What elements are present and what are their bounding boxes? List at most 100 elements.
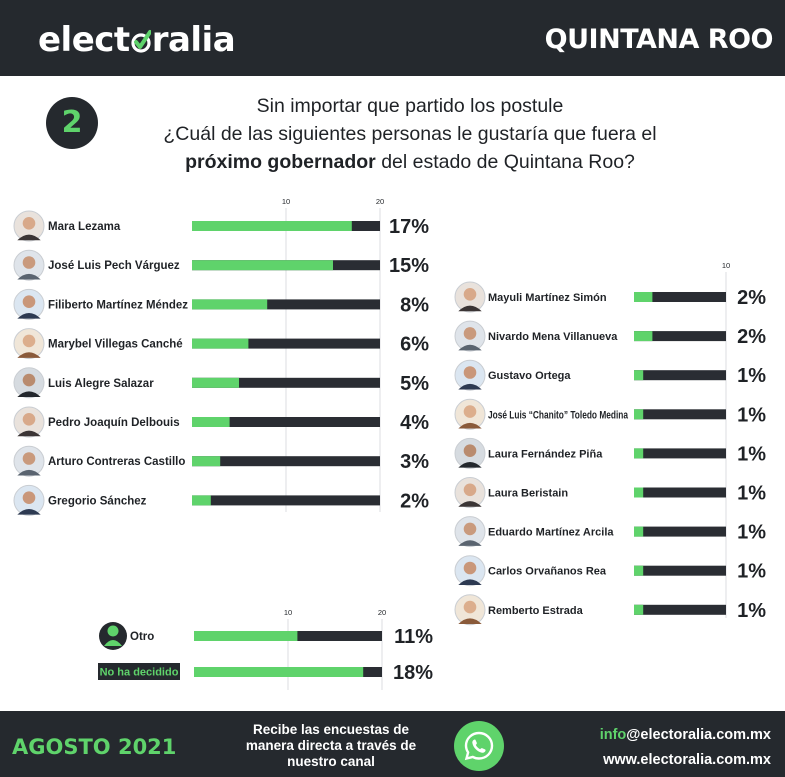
left-value-label: 5% bbox=[400, 373, 429, 395]
right-bar-track bbox=[634, 565, 726, 576]
logo-text-start: elect bbox=[38, 20, 130, 60]
left-candidate-photo bbox=[13, 484, 45, 516]
bottom-bar bbox=[194, 631, 298, 641]
left-tick-label: 20 bbox=[376, 197, 384, 206]
right-candidate-photo bbox=[454, 320, 486, 352]
electoralia-logo: elect ralia bbox=[38, 20, 236, 60]
left-bar bbox=[192, 221, 352, 231]
left-candidate-photo bbox=[13, 328, 45, 360]
left-bar bbox=[192, 417, 230, 427]
question-line-2: ¿Cuál de las siguientes personas le gust… bbox=[163, 123, 657, 145]
bottom-value-label: 11% bbox=[394, 626, 433, 648]
right-value-label: 1% bbox=[737, 600, 766, 622]
bottom-value-label: 18% bbox=[393, 662, 433, 684]
left-tick-label: 10 bbox=[282, 197, 290, 206]
right-bar-track bbox=[634, 487, 726, 498]
right-candidate-photo bbox=[454, 516, 486, 548]
left-bar-track bbox=[192, 377, 380, 388]
right-bar bbox=[634, 292, 653, 302]
question-emphasis: próximo gobernador bbox=[185, 151, 376, 173]
left-value-label: 3% bbox=[400, 451, 429, 473]
left-bar bbox=[192, 456, 221, 467]
right-value-label: 1% bbox=[737, 561, 766, 583]
right-bar-track bbox=[634, 292, 726, 302]
left-bar-track bbox=[192, 338, 380, 349]
right-bar-track bbox=[634, 370, 726, 381]
right-candidate-photo bbox=[454, 437, 486, 469]
left-category-label: Marybel Villegas Canché bbox=[48, 339, 183, 351]
right-bar-track bbox=[634, 604, 726, 615]
right-tick-label: 10 bbox=[722, 261, 730, 270]
left-candidate-photo bbox=[13, 406, 45, 438]
other-person-icon bbox=[99, 622, 127, 650]
left-value-label: 4% bbox=[400, 412, 429, 434]
right-bar bbox=[634, 526, 644, 537]
left-bar-track bbox=[192, 417, 380, 427]
left-bar bbox=[192, 495, 211, 506]
right-category-label: Eduardo Martínez Arcila bbox=[488, 527, 614, 539]
left-category-label: Gregorio Sánchez bbox=[48, 495, 147, 507]
email-user: info bbox=[599, 727, 627, 743]
left-candidate-photo bbox=[13, 445, 45, 477]
left-candidate-photo bbox=[13, 249, 45, 281]
left-value-label: 17% bbox=[389, 216, 429, 238]
left-category-label: José Luis Pech Várguez bbox=[48, 260, 180, 272]
right-bar bbox=[634, 331, 653, 342]
right-candidate-photo bbox=[454, 281, 486, 313]
region-title: QUINTANA ROO bbox=[544, 24, 774, 55]
left-value-label: 15% bbox=[389, 255, 429, 277]
left-bar-track bbox=[192, 456, 380, 467]
right-value-label: 2% bbox=[737, 326, 766, 348]
left-bar-track bbox=[192, 495, 380, 506]
right-category-label: Laura Fernández Piña bbox=[488, 448, 603, 460]
right-value-label: 1% bbox=[737, 522, 766, 544]
left-value-label: 8% bbox=[400, 294, 429, 316]
left-category-label: Luis Alegre Salazar bbox=[48, 378, 154, 390]
right-bar bbox=[634, 565, 644, 576]
left-candidate-photo bbox=[13, 210, 45, 242]
bottom-tick-label: 10 bbox=[284, 608, 292, 617]
contact-website[interactable]: www.electoralia.com.mx bbox=[603, 752, 771, 768]
left-category-label: Arturo Contreras Castillo bbox=[48, 456, 185, 468]
subscribe-text: Recibe las encuestas de manera directa a… bbox=[245, 722, 417, 769]
footer-bar: AGOSTO 2021 Recibe las encuestas de mane… bbox=[0, 711, 785, 777]
left-category-label: Pedro Joaquín Delbouis bbox=[48, 417, 180, 429]
left-value-label: 6% bbox=[400, 334, 429, 356]
whatsapp-button[interactable] bbox=[454, 721, 504, 771]
right-bar bbox=[634, 370, 644, 381]
right-category-label: José Luis “Chanito” Toledo Medina bbox=[488, 409, 629, 421]
left-category-label: Mara Lezama bbox=[48, 221, 121, 233]
header-bar: elect ralia QUINTANA ROO bbox=[0, 0, 785, 76]
contact-info: info@electoralia.com.mx www.electoralia.… bbox=[600, 723, 771, 773]
right-value-label: 1% bbox=[737, 404, 766, 426]
left-category-label: Filiberto Martínez Méndez bbox=[48, 299, 188, 311]
left-bar bbox=[192, 299, 268, 310]
right-value-label: 1% bbox=[737, 443, 766, 465]
question-line-3: próximo gobernador del estado de Quintan… bbox=[110, 148, 710, 176]
right-bar-track bbox=[634, 409, 726, 420]
contact-email[interactable]: info@electoralia.com.mx bbox=[600, 723, 771, 748]
right-value-label: 1% bbox=[737, 483, 766, 505]
right-category-label: Mayuli Martínez Simón bbox=[488, 292, 607, 304]
survey-date: AGOSTO 2021 bbox=[12, 735, 177, 759]
right-bar-track bbox=[634, 331, 726, 342]
right-bar bbox=[634, 487, 644, 498]
undecided-label-box bbox=[98, 663, 180, 680]
ballot-check-icon bbox=[131, 22, 152, 53]
right-category-label: Laura Beristain bbox=[488, 488, 568, 500]
right-value-label: 1% bbox=[737, 365, 766, 387]
bottom-category-label: No ha decidido bbox=[100, 667, 179, 679]
right-value-label: 2% bbox=[737, 287, 766, 309]
bottom-bar bbox=[194, 667, 364, 677]
right-category-label: Carlos Orvañanos Rea bbox=[488, 566, 607, 578]
right-candidate-photo bbox=[454, 359, 486, 391]
right-category-label: Gustavo Ortega bbox=[488, 370, 571, 382]
left-value-label: 2% bbox=[400, 490, 429, 512]
right-bar bbox=[634, 604, 644, 615]
right-category-label: Nivardo Mena Villanueva bbox=[488, 331, 618, 343]
right-bar-track bbox=[634, 526, 726, 537]
right-candidate-photo bbox=[454, 594, 486, 626]
bottom-category-label: Otro bbox=[130, 631, 154, 643]
left-candidate-photo bbox=[13, 288, 45, 320]
right-candidate-photo bbox=[454, 477, 486, 508]
